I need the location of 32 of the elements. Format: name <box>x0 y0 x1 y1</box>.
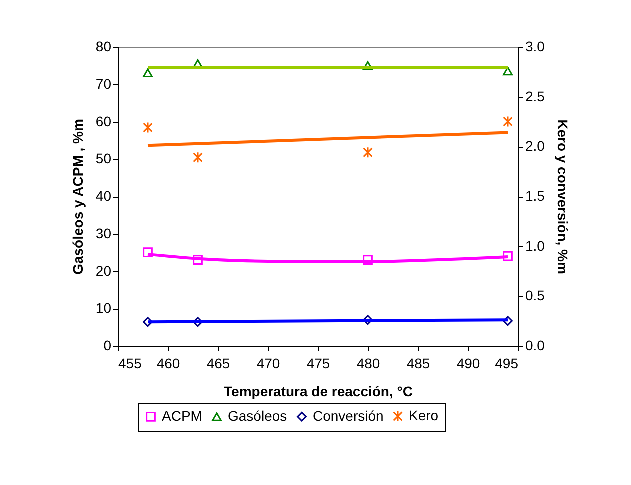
legend-label: Kero <box>409 407 439 424</box>
y-axis-title: Gasóleos y ACPM , %m <box>70 119 86 275</box>
x-axis-title: Temperatura de reacción, °C <box>224 384 413 400</box>
x-tick-label: 470 <box>256 356 280 372</box>
x-tick-label: 460 <box>156 356 180 372</box>
y-tick-label: 30 <box>96 225 112 242</box>
y-tick-label: 60 <box>96 113 112 130</box>
y-tick-label: 70 <box>96 76 112 92</box>
x-tick-label: 455 <box>118 356 142 372</box>
x-tick-label: 475 <box>306 356 330 372</box>
y-tick-label: 50 <box>96 150 112 167</box>
y2-tick-label: 0.0 <box>526 338 546 354</box>
y2-tick-label: 1.5 <box>526 188 546 204</box>
y2-tick-label: 1.0 <box>526 238 546 254</box>
x-tick-label: 480 <box>356 356 380 372</box>
y2-tick-label: 0.5 <box>526 288 546 304</box>
x-tick-label: 485 <box>406 356 430 372</box>
y-tick-label: 0 <box>104 338 112 354</box>
x-tick-label: 465 <box>206 356 230 372</box>
y-tick-label: 80 <box>96 38 112 54</box>
x-tick-label: 495 <box>495 356 519 372</box>
y2-tick-label: 2.5 <box>526 88 546 104</box>
y-tick-label: 40 <box>96 188 112 204</box>
y2-tick-label: 2.0 <box>526 138 546 154</box>
y2-axis-title: Kero y conversión, %m <box>554 120 571 274</box>
y-tick-label: 10 <box>96 300 112 316</box>
x-tick-label: 490 <box>456 356 480 372</box>
y2-tick-label: 3.0 <box>526 38 546 54</box>
y-tick-label: 20 <box>96 262 112 279</box>
legend-label: ACPM <box>162 408 202 424</box>
legend-label: Conversión <box>313 408 384 424</box>
legend-label: Gasóleos <box>228 408 288 424</box>
